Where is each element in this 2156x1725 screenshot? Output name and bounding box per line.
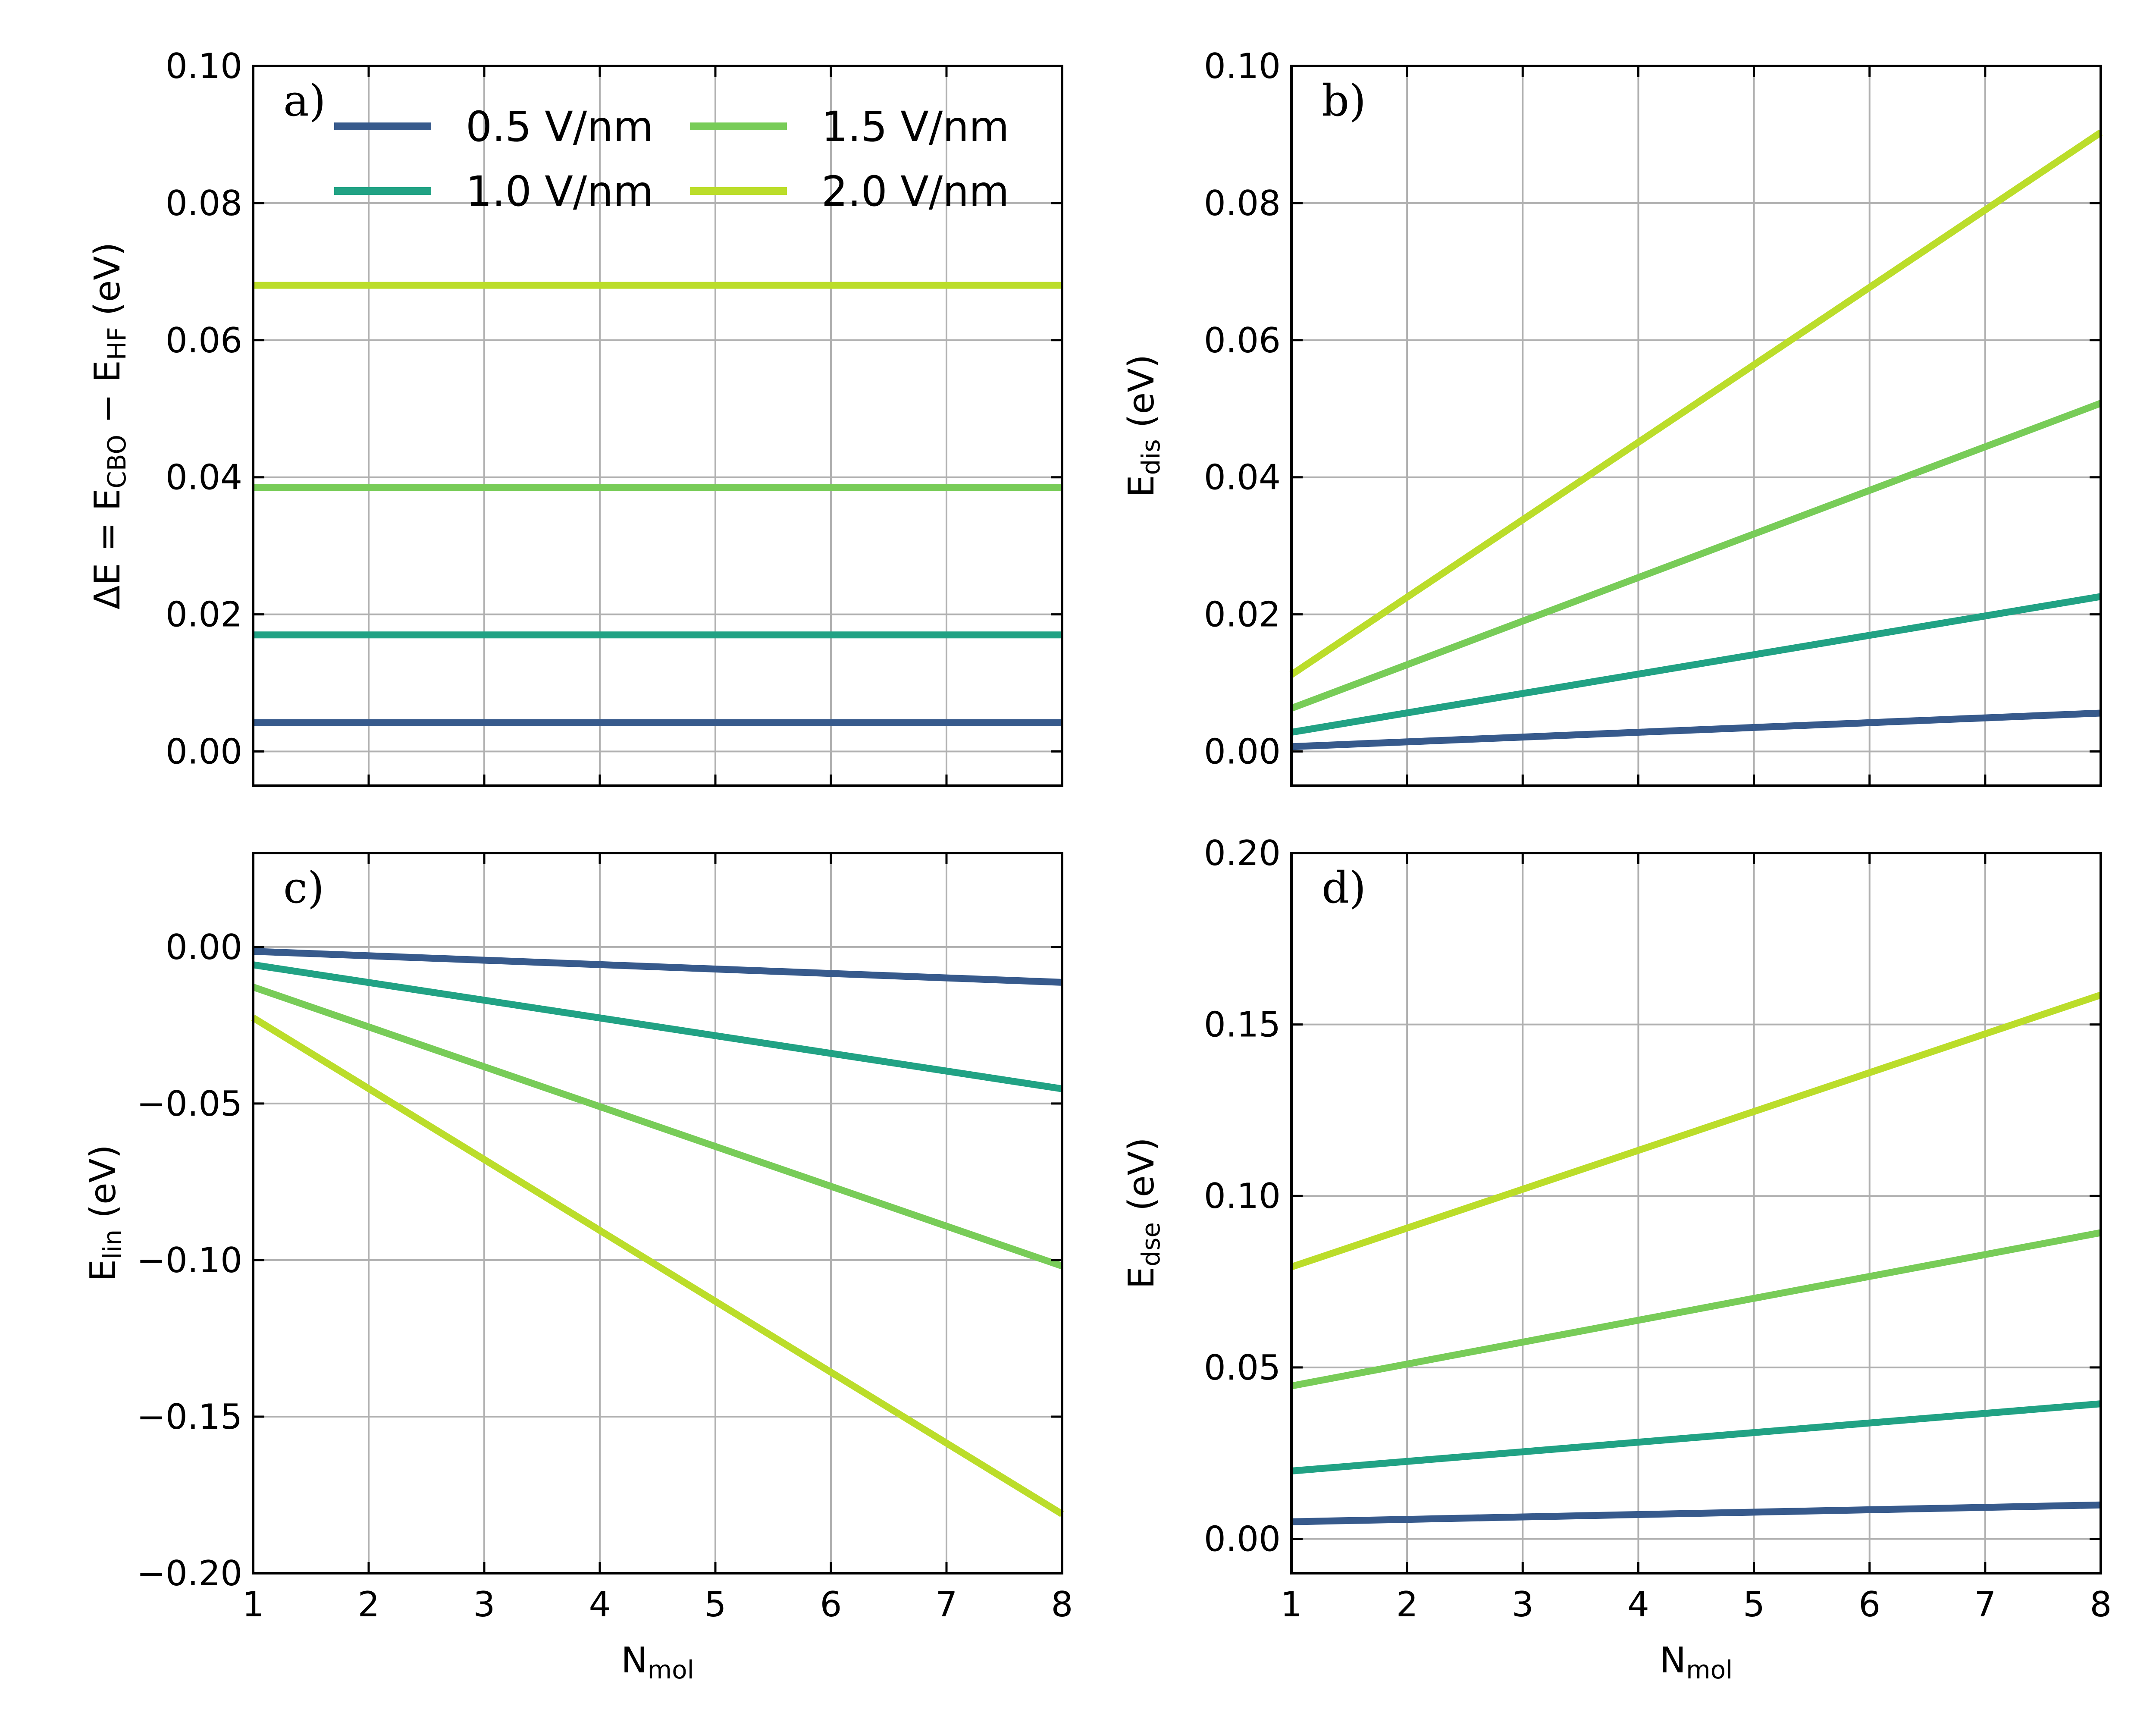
legend-entry-1-5-v-nm: 1.5 V/nm xyxy=(690,103,1009,151)
legend-entry-0-5-v-nm: 0.5 V/nm xyxy=(334,103,654,151)
legend-entry-2-0-v-nm: 2.0 V/nm xyxy=(690,167,1009,216)
y-tick-label: 0.20 xyxy=(1204,833,1281,873)
x-tick-label: 2 xyxy=(1396,1584,1418,1625)
x-tick-label: 1 xyxy=(1281,1584,1303,1625)
legend-label: 0.5 V/nm xyxy=(466,103,654,151)
x-tick-label: 6 xyxy=(820,1584,842,1625)
series-line-0-5-v-nm xyxy=(1291,1501,2101,1525)
y-axis-label: ΔE = ECBO − EHF (eV) xyxy=(87,242,132,610)
x-tick-label: 7 xyxy=(936,1584,958,1625)
panel-label: d) xyxy=(1322,862,1366,913)
x-tick-label: 7 xyxy=(1974,1584,1996,1625)
panel-label: a) xyxy=(283,75,326,126)
x-tick-label: 3 xyxy=(473,1584,495,1625)
y-tick-label: 0.00 xyxy=(1204,1519,1281,1559)
x-tick-label: 5 xyxy=(1743,1584,1765,1625)
series-line-1-0-v-nm xyxy=(1291,1400,2101,1474)
x-tick-label: 2 xyxy=(358,1584,380,1625)
x-axis-label: Nmol xyxy=(1660,1640,1733,1684)
y-tick-label: 0.00 xyxy=(166,927,242,967)
legend-entry-1-0-v-nm: 1.0 V/nm xyxy=(334,167,654,216)
x-axis-label: Nmol xyxy=(621,1640,694,1684)
legend-label: 1.0 V/nm xyxy=(466,167,654,216)
y-tick-label: −0.15 xyxy=(137,1397,242,1437)
y-tick-label: −0.10 xyxy=(137,1240,242,1280)
series-line-0-5-v-nm xyxy=(253,947,1062,986)
series-line-1-5-v-nm xyxy=(252,984,1063,1270)
x-tick-label: 3 xyxy=(1512,1584,1534,1625)
x-tick-label: 1 xyxy=(242,1584,264,1625)
series-line-1-5-v-nm xyxy=(1290,400,2102,712)
y-axis-label: Elin (eV) xyxy=(83,1145,127,1281)
series-line-2-0-v-nm xyxy=(251,1015,1064,1517)
series-line-1-0-v-nm xyxy=(252,961,1063,1092)
y-tick-label: 0.00 xyxy=(166,732,242,772)
series-line-0-5-v-nm xyxy=(1291,709,2101,750)
plot-frame xyxy=(252,852,1063,1574)
legend-label: 2.0 V/nm xyxy=(821,167,1009,216)
y-tick-label: 0.08 xyxy=(166,183,242,223)
x-tick-label: 8 xyxy=(2090,1584,2112,1625)
plot-frame xyxy=(1290,852,2102,1574)
y-tick-label: 0.10 xyxy=(1204,46,1281,86)
y-tick-label: −0.20 xyxy=(137,1553,242,1593)
x-tick-label: 4 xyxy=(589,1584,611,1625)
plot-frame xyxy=(1290,65,2102,787)
y-tick-label: 0.10 xyxy=(166,46,242,86)
panel-d: 1 2 3 4 5 6 7 8 0.00 0.05 0.10 0.15 0.20 d) Edse (eV) N… xyxy=(1121,833,2112,1684)
x-tick-label: 6 xyxy=(1858,1584,1880,1625)
y-tick-label: 0.04 xyxy=(166,458,242,498)
series-line-1-5-v-nm xyxy=(1291,1229,2102,1389)
y-tick-label: 0.06 xyxy=(1204,320,1281,361)
legend-label: 1.5 V/nm xyxy=(821,103,1009,151)
series-line-2-0-v-nm xyxy=(1289,129,2103,678)
y-axis-label: Edis (eV) xyxy=(1121,354,1166,498)
panel-a: 0.00 0.02 0.04 0.06 0.08 0.10 a) ΔE = ECBO − EH… xyxy=(87,46,1063,787)
panel-label: c) xyxy=(283,862,324,913)
y-tick-label: −0.05 xyxy=(137,1084,242,1124)
plot-frame xyxy=(252,65,1063,787)
panel-b: 0.00 0.02 0.04 0.06 0.08 0.10 b) Edis (eV) xyxy=(1121,46,2103,787)
panel-c: 1 2 3 4 5 6 7 8 −0.20 −0.15 −0.10 −0.05 0.00 c) Elin (… xyxy=(83,852,1073,1684)
y-tick-label: 0.06 xyxy=(166,320,242,361)
legend: 0.5 V/nm 1.0 V/nm 1.5 V/nm 2.0 V/nm xyxy=(334,103,1009,216)
y-tick-label: 0.02 xyxy=(1204,595,1281,635)
y-tick-label: 0.02 xyxy=(166,595,242,635)
x-tick-label: 8 xyxy=(1051,1584,1073,1625)
series-line-1-0-v-nm xyxy=(1291,593,2102,736)
y-tick-label: 0.15 xyxy=(1204,1005,1281,1045)
y-tick-label: 0.00 xyxy=(1204,732,1281,772)
x-tick-label: 5 xyxy=(705,1584,727,1625)
panel-label: b) xyxy=(1322,75,1366,126)
series-line-2-0-v-nm xyxy=(1290,991,2102,1270)
y-tick-label: 0.04 xyxy=(1204,458,1281,498)
x-tick-label: 4 xyxy=(1627,1584,1649,1625)
y-axis-label: Edse (eV) xyxy=(1121,1137,1166,1289)
y-tick-label: 0.05 xyxy=(1204,1348,1281,1388)
y-tick-label: 0.08 xyxy=(1204,183,1281,223)
y-tick-label: 0.10 xyxy=(1204,1176,1281,1216)
